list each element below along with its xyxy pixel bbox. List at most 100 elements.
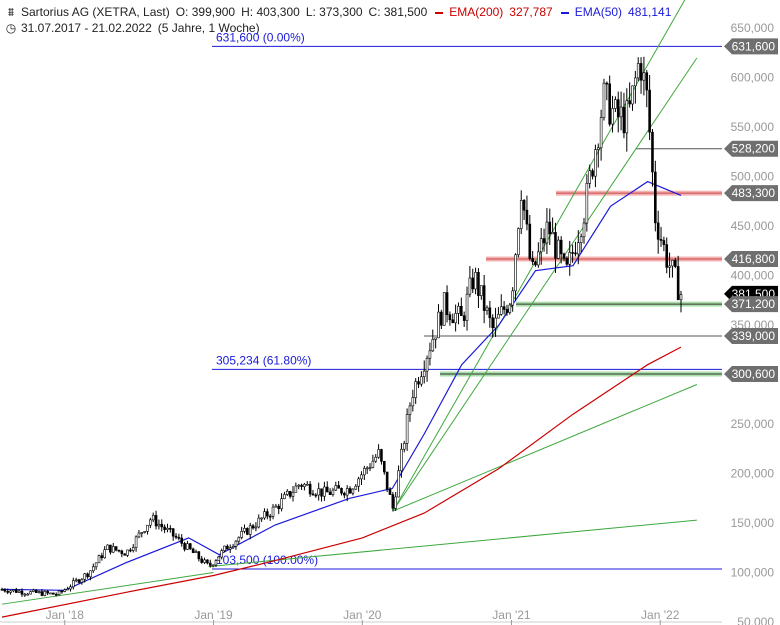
candle-body — [428, 350, 432, 359]
candle-body — [257, 517, 261, 528]
candle-body — [517, 228, 520, 256]
level-price-tag-label: 631,600 — [732, 39, 776, 53]
level-price-tag-bg — [724, 327, 778, 344]
candle-body — [83, 573, 87, 580]
candle-body — [539, 238, 543, 253]
candle-body — [303, 484, 306, 487]
candle-body — [357, 478, 360, 487]
candle-body — [531, 258, 534, 263]
candle-body — [320, 488, 323, 497]
y-axis-tick-label: 100,000 — [731, 566, 775, 580]
candle-body — [599, 117, 603, 149]
candle-body — [197, 551, 201, 560]
candle-body — [588, 170, 592, 184]
candle-body — [454, 313, 457, 324]
candle-body — [211, 564, 215, 567]
candle-body — [166, 527, 169, 530]
candle-body — [334, 485, 338, 491]
candle-body — [679, 294, 683, 301]
high-value: H: 403,300 — [241, 5, 300, 19]
candle-body — [311, 493, 315, 496]
candle-body — [559, 239, 563, 255]
candle-body — [191, 548, 195, 554]
candle-body — [54, 593, 58, 596]
candle-body — [348, 488, 352, 494]
candle-body — [465, 293, 469, 321]
candle-body — [46, 591, 49, 594]
candle-body — [611, 108, 614, 125]
candle-body — [374, 456, 378, 462]
candle-body — [502, 306, 506, 310]
candle-body — [368, 467, 372, 469]
chart-type-icon[interactable]: ⩩ — [7, 5, 15, 19]
y-axis-tick-label: 500,000 — [731, 170, 775, 184]
candle-body — [246, 528, 249, 535]
ema50-value: 481,141 — [628, 5, 672, 19]
candle-body — [208, 562, 212, 566]
x-axis-tick-label: Jan '19 — [194, 608, 233, 622]
candle-body — [665, 244, 669, 268]
candle-body — [474, 272, 477, 290]
candle-body — [109, 544, 112, 553]
candle-body — [111, 546, 115, 553]
level-price-tag-bg — [724, 185, 778, 202]
candle-body — [522, 200, 526, 211]
candle-body — [371, 460, 375, 468]
candle-body — [462, 315, 466, 321]
candle-body — [460, 305, 463, 317]
candle-body — [676, 266, 680, 301]
candle-body — [234, 540, 238, 547]
level-price-tag-label: 300,600 — [732, 367, 776, 381]
candle-body — [186, 543, 189, 550]
candle-body — [579, 236, 583, 243]
candle-body — [425, 357, 429, 372]
candle-body — [74, 579, 78, 582]
candle-body — [217, 556, 221, 561]
candle-body — [248, 525, 252, 535]
candle-body — [636, 63, 640, 79]
interval-label: (5 Jahre, 1 Woche) — [157, 21, 260, 35]
candle-body — [52, 592, 55, 595]
candle-body — [177, 537, 181, 539]
candle-body — [328, 491, 332, 495]
candle-body — [49, 592, 52, 595]
candle-body — [420, 376, 423, 385]
candle-body — [223, 545, 226, 551]
candle-body — [274, 505, 278, 508]
level-price-tag-bg — [724, 140, 778, 157]
candle-body — [97, 555, 101, 564]
candle-body — [482, 285, 486, 311]
candle-body — [277, 505, 281, 510]
candle-body — [488, 307, 492, 319]
candle-body — [43, 591, 47, 596]
candle-body — [154, 515, 158, 527]
candle-body — [123, 553, 126, 556]
level-price-tag-bg — [724, 365, 778, 382]
candle-body — [400, 448, 403, 472]
candle-body — [129, 549, 132, 552]
candle-body — [240, 531, 243, 538]
candle-body — [345, 488, 349, 496]
candle-body — [668, 265, 671, 268]
date-range: 31.07.2017 - 21.02.2022 — [21, 21, 152, 35]
candle-body — [656, 222, 660, 240]
candle-body — [405, 414, 409, 444]
candle-body — [103, 549, 107, 559]
candle-body — [117, 549, 121, 552]
x-axis-tick-label: Jan '21 — [492, 608, 531, 622]
candle-body — [491, 317, 495, 329]
ema200-line — [1, 346, 682, 618]
candle-body — [294, 485, 298, 493]
candle-body — [402, 443, 406, 450]
ema50-legend-swatch — [560, 11, 569, 14]
y-axis-tick-label: 200,000 — [731, 467, 775, 481]
candle-body — [525, 209, 529, 225]
candle-body — [508, 304, 512, 313]
candle-body — [434, 337, 437, 340]
candle-body — [26, 593, 29, 596]
candle-body — [72, 580, 75, 588]
candle-body — [114, 546, 118, 551]
candle-body — [134, 536, 138, 548]
candle-body — [648, 89, 651, 133]
